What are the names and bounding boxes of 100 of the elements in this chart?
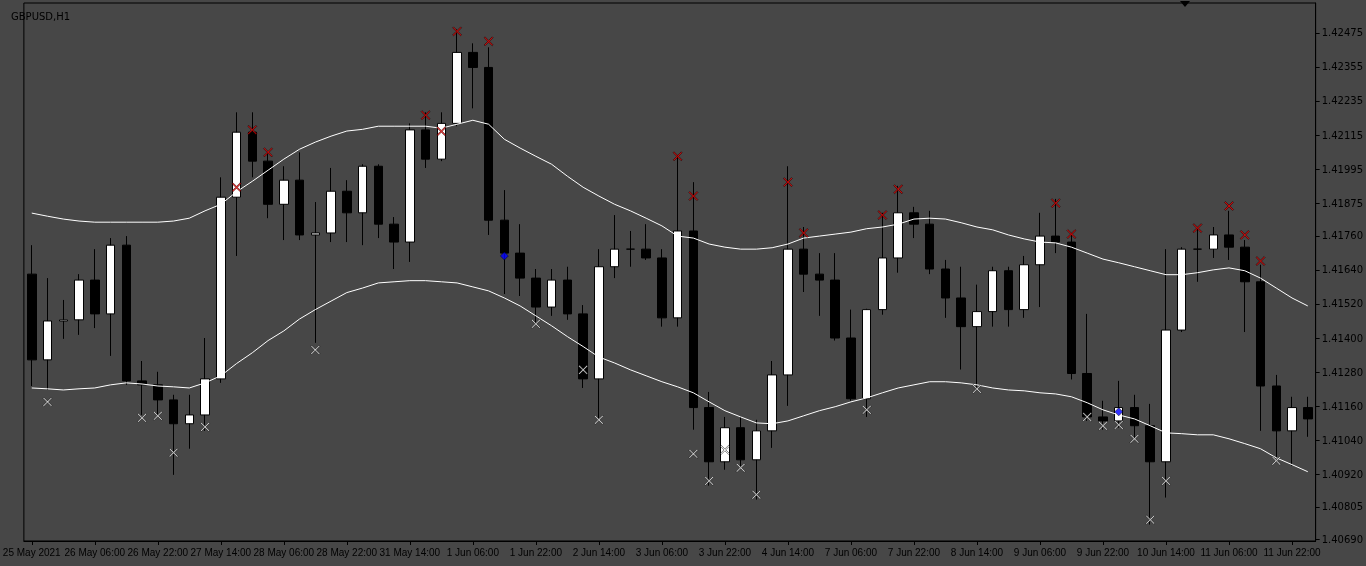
x-tick-label: 7 Jun 22:00 (887, 546, 941, 558)
y-tick-label: 1.42235 (1321, 95, 1364, 107)
point (720, 445, 730, 455)
candlestick (90, 248, 100, 329)
point (972, 384, 982, 394)
point (1066, 229, 1077, 239)
x-tick-label: 9 Jun 06:00 (1013, 546, 1067, 558)
point (1098, 420, 1108, 431)
candlestick (846, 309, 856, 402)
x-tick-label: 4 Jun 14:00 (761, 546, 815, 558)
x-tick-label: 1 Jun 06:00 (446, 546, 500, 558)
candlestick (515, 223, 525, 297)
candlestick (815, 252, 824, 317)
candlestick (610, 214, 619, 279)
candlestick (830, 252, 840, 342)
candlestick (500, 189, 509, 295)
point (751, 489, 762, 500)
point (152, 411, 163, 421)
point (500, 251, 509, 261)
point (861, 405, 872, 415)
candlestick (767, 360, 777, 449)
point (1192, 223, 1203, 233)
y-tick-label: 1.41995 (1321, 163, 1364, 175)
point (168, 447, 179, 458)
candlestick (1287, 396, 1297, 467)
text: GBPUSD,H1 (11, 10, 71, 22)
x-tick-label: 25 May 2021 (2, 546, 62, 558)
y-tick-label: 1.41640 (1321, 264, 1364, 276)
x-tick-label: 28 May 22:00 (316, 546, 378, 558)
candlestick (1082, 313, 1092, 422)
candlestick (248, 111, 257, 178)
y-tick-label: 1.41875 (1321, 197, 1364, 209)
point (310, 345, 321, 355)
candlestick (106, 237, 115, 357)
point (263, 147, 273, 158)
y-tick-label: 1.40920 (1321, 468, 1364, 480)
y-tick-label: 1.42475 (1321, 27, 1364, 39)
point (704, 476, 714, 486)
candlestick (547, 268, 556, 317)
x-tick-label: 26 May 06:00 (64, 546, 126, 558)
point (200, 422, 210, 432)
x-tick-label: 11 Jun 06:00 (1200, 546, 1258, 558)
candlestick (27, 244, 37, 387)
point (1224, 201, 1234, 211)
point (783, 177, 793, 187)
candlestick (862, 308, 871, 418)
point (1271, 455, 1282, 466)
y-tick-label: 1.42355 (1321, 61, 1364, 73)
candlestick (1209, 226, 1218, 259)
candlestick (421, 111, 430, 169)
candlestick (358, 163, 367, 246)
candlestick (279, 165, 289, 241)
point (672, 151, 683, 162)
y-tick-label: 1.41400 (1321, 332, 1364, 344)
y-tick-label: 1.41280 (1321, 366, 1364, 378)
candlestick (389, 216, 399, 270)
y-tick-label: 1.40805 (1321, 501, 1364, 513)
candlestick (657, 248, 667, 328)
x-tick-label: 26 May 22:00 (127, 546, 189, 558)
x-tick-label: 10 Jun 14:00 (1137, 546, 1196, 558)
point (877, 210, 888, 220)
x-tick-label: 28 May 06:00 (253, 546, 315, 558)
point (688, 191, 699, 201)
candlestick (122, 235, 131, 386)
candlestick (689, 181, 698, 431)
point (1255, 256, 1266, 266)
x-tick-label: 8 Jun 14:00 (950, 546, 1004, 558)
y-tick-label: 1.41760 (1321, 230, 1364, 242)
candlestick (374, 163, 383, 239)
candlestick (941, 259, 950, 319)
candlestick (1240, 239, 1250, 333)
point (531, 319, 541, 329)
candlestick (1004, 266, 1013, 328)
x-tick-label: 11 Jun 22:00 (1263, 546, 1321, 558)
candlestick (1019, 255, 1029, 319)
point (1082, 412, 1093, 422)
point (1239, 230, 1250, 240)
point (688, 449, 699, 459)
candlestick (468, 42, 478, 109)
candlestick (169, 394, 178, 476)
point (137, 412, 147, 423)
candlestick (563, 266, 572, 321)
point (247, 125, 258, 135)
candlestick (956, 266, 966, 371)
candlestick (988, 266, 997, 328)
candlestick (641, 223, 651, 261)
point (893, 184, 903, 195)
y-tick-label: 1.40690 (1321, 534, 1364, 546)
y-tick-label: 1.42115 (1321, 129, 1364, 141)
candlestick (59, 299, 68, 340)
candlestick (1098, 400, 1108, 431)
candlestick (893, 185, 903, 274)
candlestick (185, 394, 194, 450)
candlestick (326, 167, 336, 243)
x-tick-label: 27 May 14:00 (190, 546, 252, 558)
candlestick (295, 151, 304, 241)
candlestick (626, 230, 635, 268)
x-tick-label: 31 May 14:00 (379, 546, 441, 558)
x-tick-label: 2 Jun 14:00 (572, 546, 626, 558)
candlestick (799, 226, 808, 293)
